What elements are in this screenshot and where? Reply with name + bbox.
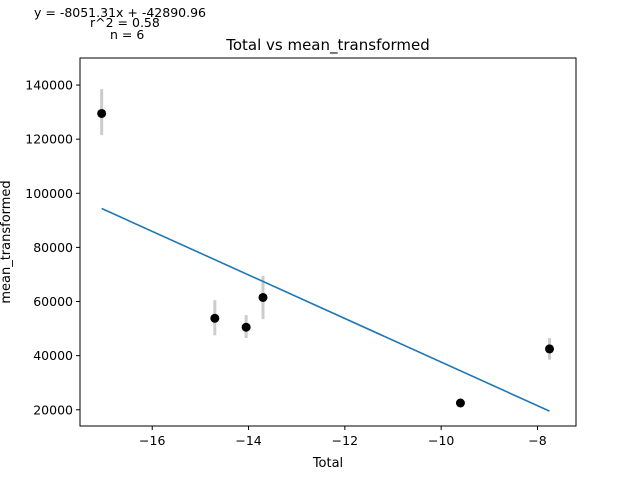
equation-annotation: y = -8051.31x + -42890.96 xyxy=(34,5,206,20)
regression-line xyxy=(101,207,550,412)
x-axis-ticks: −16 −14 −12 −10 −8 xyxy=(139,426,547,448)
y-tick-label-6: 140000 xyxy=(25,78,73,93)
chart-title: Total vs mean_transformed xyxy=(225,36,430,55)
axes-frame xyxy=(79,57,577,427)
plot-area xyxy=(97,89,555,412)
x-tick-label-4: −8 xyxy=(528,433,546,448)
y-tick-label-0: 20000 xyxy=(33,402,73,417)
y-axis-ticks: 20000 40000 60000 80000 100000 120000 140000 xyxy=(25,78,80,417)
n-annotation: n = 6 xyxy=(110,27,144,42)
y-tick-label-5: 120000 xyxy=(25,132,73,147)
y-tick-label-4: 100000 xyxy=(25,186,73,201)
data-point-0 xyxy=(97,108,107,118)
x-tick-label-3: −10 xyxy=(428,433,454,448)
data-point-3 xyxy=(258,292,268,302)
data-point-1 xyxy=(210,313,220,323)
x-tick-label-2: −12 xyxy=(332,433,358,448)
y-tick-label-3: 80000 xyxy=(33,240,73,255)
y-tick-label-2: 60000 xyxy=(33,294,73,309)
x-axis-label: Total xyxy=(312,456,343,471)
r-squared-annotation: r^2 = 0.58 xyxy=(90,15,160,30)
data-point-4 xyxy=(455,398,465,408)
data-point-2 xyxy=(241,322,251,332)
x-tick-label-1: −14 xyxy=(235,433,261,448)
y-tick-label-1: 40000 xyxy=(33,348,73,363)
x-tick-label-0: −16 xyxy=(139,433,165,448)
y-axis-label: mean_transformed xyxy=(0,180,14,303)
data-point-5 xyxy=(545,344,555,354)
